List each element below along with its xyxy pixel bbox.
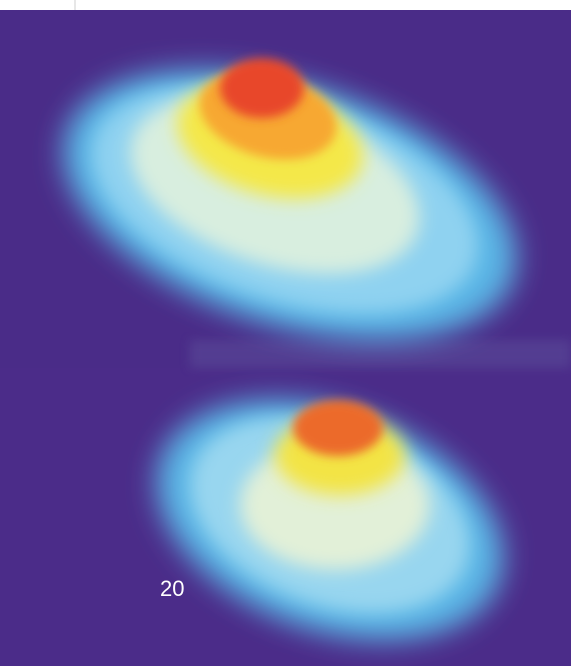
label: 20 (160, 576, 184, 601)
figure: 20 (0, 0, 571, 666)
shadow (190, 340, 571, 368)
